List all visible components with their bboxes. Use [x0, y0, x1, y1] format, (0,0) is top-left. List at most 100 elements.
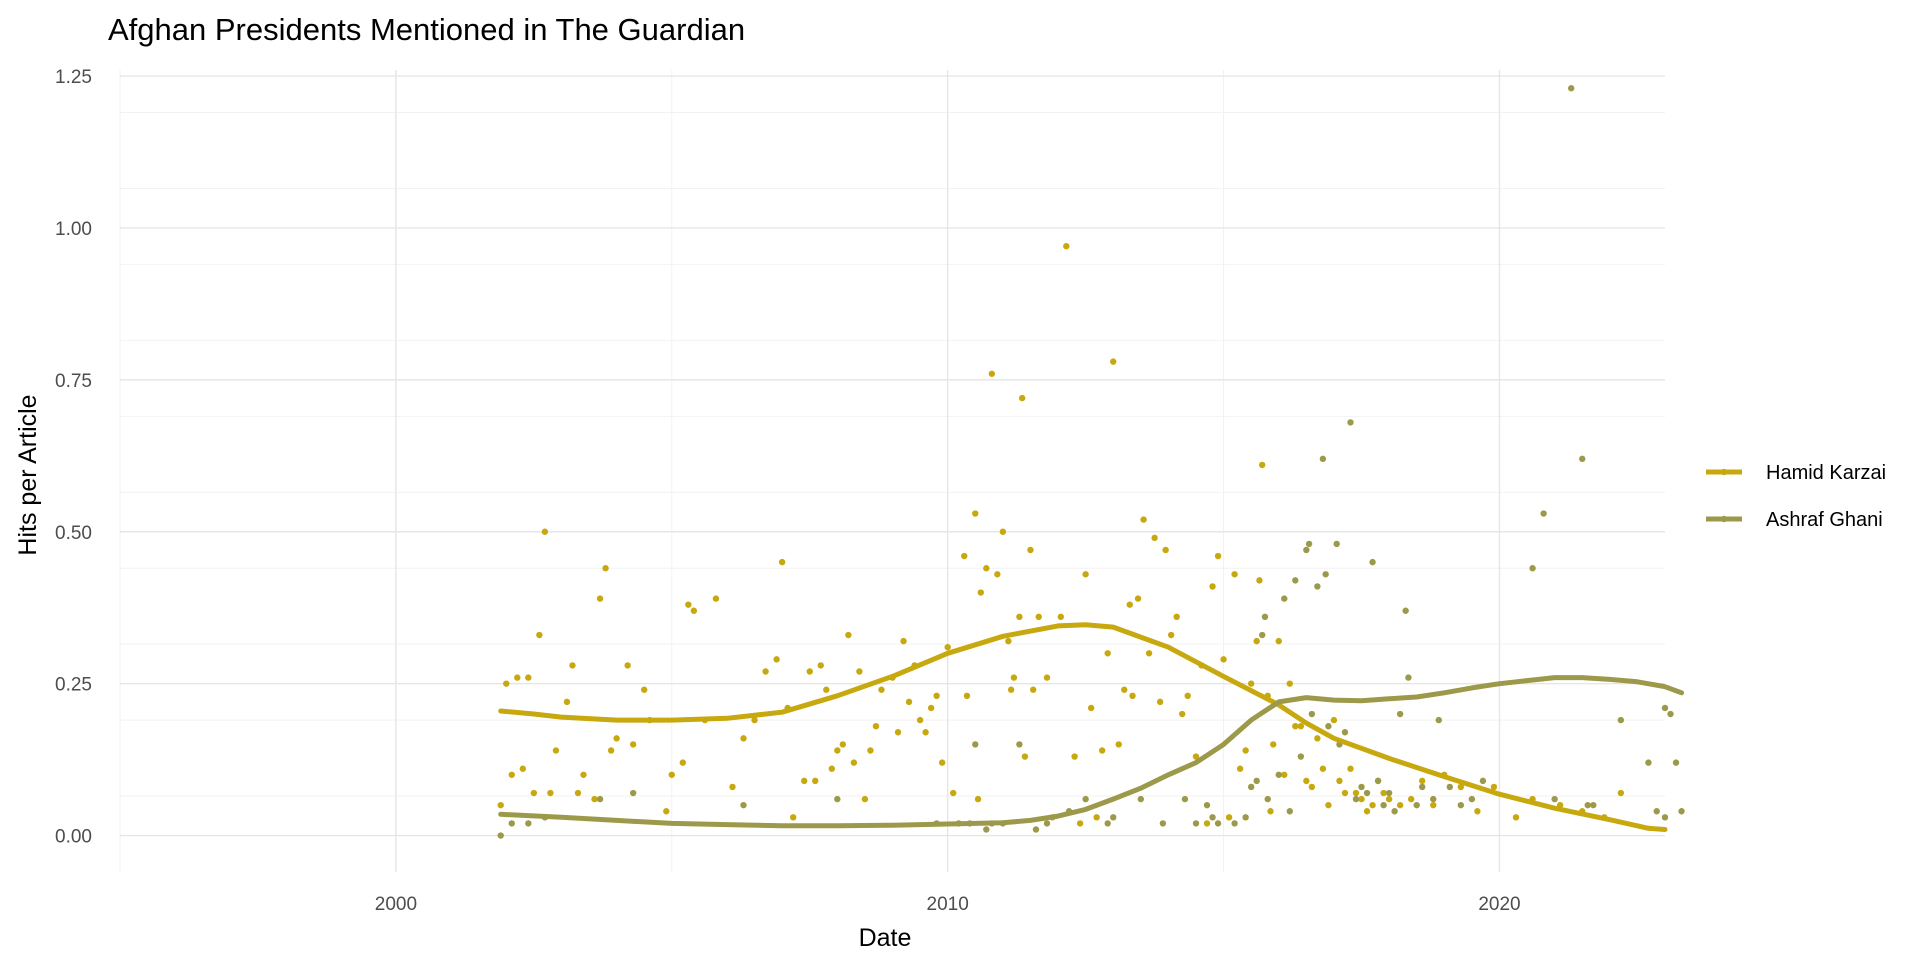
data-point-ashraf-ghani [1181, 795, 1189, 803]
data-point-hamid-karzai [514, 674, 521, 681]
legend-label-hamid-karzai: Hamid Karzai [1766, 462, 1886, 484]
data-point-hamid-karzai [1385, 795, 1393, 803]
data-point-hamid-karzai [812, 777, 819, 785]
x-tick-label: 2010 [927, 894, 969, 915]
data-point-ashraf-ghani [1567, 85, 1575, 92]
data-point-hamid-karzai [1214, 552, 1222, 560]
data-point-hamid-karzai [1256, 577, 1263, 584]
data-point-hamid-karzai [613, 735, 620, 742]
data-point-hamid-karzai [712, 595, 720, 602]
data-point-ashraf-ghani [1333, 540, 1340, 548]
trend-line-hamid-karzai [498, 622, 1668, 832]
data-point-hamid-karzai [530, 789, 538, 797]
data-point-hamid-karzai [1292, 722, 1299, 730]
data-point-ashraf-ghani [1264, 795, 1271, 803]
data-point-hamid-karzai [1063, 242, 1070, 250]
data-point-hamid-karzai [602, 565, 609, 572]
data-point-hamid-karzai [850, 759, 858, 766]
data-point-hamid-karzai [1303, 777, 1310, 785]
data-point-hamid-karzai [878, 686, 885, 693]
data-point-ashraf-ghani [1590, 801, 1597, 809]
data-point-hamid-karzai [574, 789, 582, 797]
data-point-hamid-karzai [1380, 789, 1387, 797]
data-point-hamid-karzai [1512, 814, 1520, 821]
data-point-hamid-karzai [1021, 753, 1029, 760]
data-point-ashraf-ghani [1292, 577, 1299, 584]
data-point-hamid-karzai [1242, 747, 1249, 754]
data-point-hamid-karzai [497, 801, 504, 809]
data-point-hamid-karzai [963, 692, 971, 700]
y-tick-label: 1.25 [55, 67, 92, 88]
data-point-ashraf-ghani [1247, 783, 1255, 791]
x-axis-title: Date [859, 924, 912, 952]
data-point-hamid-karzai [1314, 735, 1321, 742]
data-point-hamid-karzai [845, 631, 852, 639]
data-point-hamid-karzai [1363, 808, 1371, 815]
data-point-hamid-karzai [988, 370, 996, 377]
data-point-hamid-karzai [1396, 801, 1404, 809]
data-point-hamid-karzai [839, 741, 847, 748]
legend-key-point-hamid-karzai [1720, 468, 1728, 476]
data-point-hamid-karzai [624, 662, 631, 669]
data-point-hamid-karzai [1457, 783, 1465, 791]
data-point-ashraf-ghani [1159, 820, 1167, 827]
data-point-hamid-karzai [894, 729, 902, 736]
data-point-hamid-karzai [922, 729, 929, 736]
data-point-ashraf-ghani [1110, 814, 1117, 821]
data-point-hamid-karzai [1209, 583, 1216, 590]
data-point-hamid-karzai [690, 607, 698, 614]
data-point-hamid-karzai [933, 692, 940, 700]
data-point-hamid-karzai [1347, 765, 1354, 772]
data-point-ashraf-ghani [1419, 783, 1426, 791]
data-point-hamid-karzai [977, 589, 984, 596]
data-point-hamid-karzai [552, 747, 560, 754]
data-point-ashraf-ghani [1314, 583, 1321, 590]
data-point-ashraf-ghani [1661, 814, 1669, 821]
data-point-ashraf-ghani [1082, 795, 1089, 803]
data-point-ashraf-ghani [1579, 455, 1586, 463]
data-point-hamid-karzai [1173, 613, 1180, 621]
data-point-hamid-karzai [1419, 777, 1426, 785]
data-point-hamid-karzai [1258, 461, 1266, 469]
data-point-hamid-karzai [1087, 704, 1095, 712]
data-point-hamid-karzai [861, 795, 869, 803]
tick-labels: 0.00 0.25 0.50 0.75 1.00 1.25 2000 2010 2020 [55, 67, 1521, 915]
data-point-hamid-karzai [1341, 789, 1349, 797]
legend-label-ashraf-ghani: Ashraf Ghani [1766, 509, 1883, 531]
data-point-hamid-karzai [1035, 613, 1042, 621]
data-point-hamid-karzai [817, 662, 824, 669]
data-point-hamid-karzai [1617, 789, 1625, 797]
data-point-ashraf-ghani [1405, 674, 1412, 681]
data-point-hamid-karzai [994, 571, 1001, 578]
data-point-hamid-karzai [927, 704, 935, 712]
data-point-ashraf-ghani [1380, 801, 1387, 809]
data-point-ashraf-ghani [1192, 820, 1200, 827]
data-point-ashraf-ghani [1672, 759, 1680, 766]
data-point-ashraf-ghani [1104, 820, 1111, 827]
data-point-ashraf-ghani [834, 795, 841, 803]
data-point-ashraf-ghani [1043, 820, 1051, 827]
data-point-hamid-karzai [1178, 710, 1186, 718]
data-point-hamid-karzai [961, 552, 968, 560]
y-tick-label: 0.50 [55, 523, 92, 544]
data-point-hamid-karzai [1308, 783, 1316, 791]
data-point-hamid-karzai [1369, 801, 1376, 809]
data-point-hamid-karzai [1156, 698, 1164, 706]
data-point-ashraf-ghani [1391, 808, 1398, 815]
data-point-ashraf-ghani [1286, 808, 1293, 815]
data-point-hamid-karzai [801, 777, 808, 785]
data-point-hamid-karzai [1121, 686, 1128, 693]
data-point-hamid-karzai [789, 814, 797, 821]
data-point-hamid-karzai [591, 795, 598, 803]
data-point-hamid-karzai [762, 668, 769, 675]
data-point-hamid-karzai [1043, 674, 1051, 681]
data-point-hamid-karzai [1005, 637, 1012, 645]
data-point-hamid-karzai [834, 747, 841, 754]
data-point-hamid-karzai [1030, 686, 1037, 693]
legend-key-point-ashraf-ghani [1720, 515, 1728, 523]
data-point-hamid-karzai [983, 565, 990, 572]
data-point-ashraf-ghani [1402, 607, 1409, 614]
data-point-hamid-karzai [916, 716, 924, 724]
data-point-hamid-karzai [1098, 747, 1106, 754]
